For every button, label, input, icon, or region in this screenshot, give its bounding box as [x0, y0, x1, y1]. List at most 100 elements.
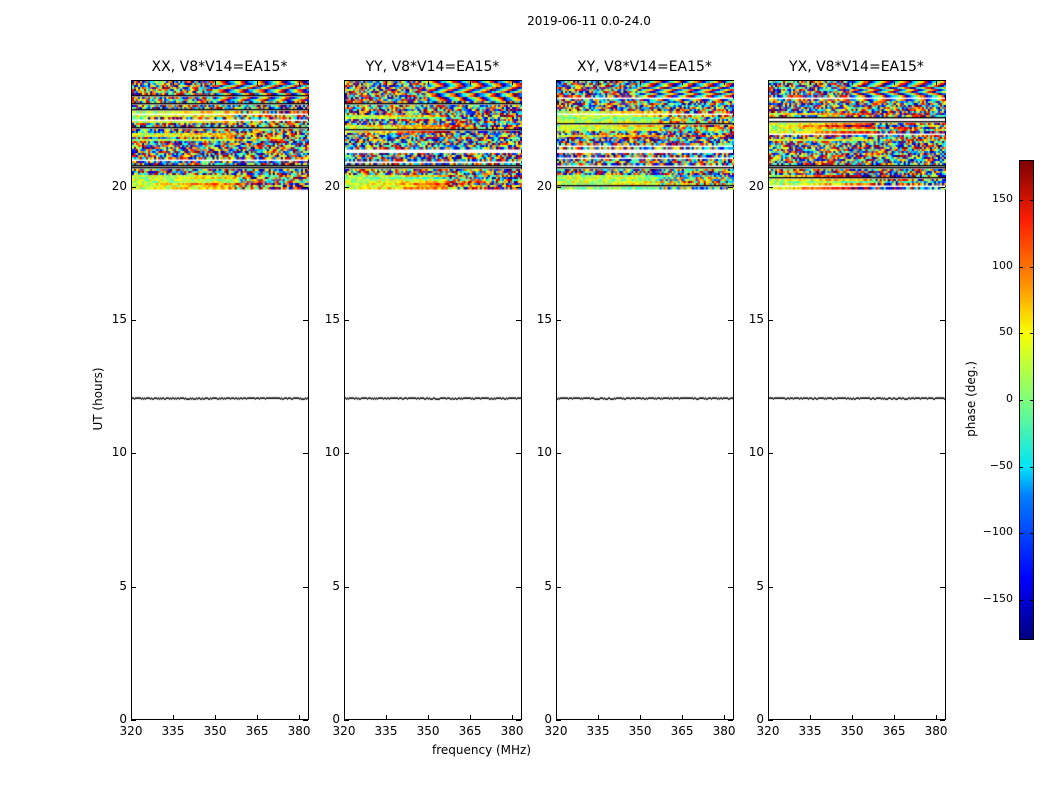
y-tick-right: [516, 453, 521, 455]
x-tick-label: 365: [670, 724, 694, 738]
colorbar-tick-label: 0: [1006, 392, 1013, 405]
colorbar-tick: [1019, 466, 1023, 468]
y-tick-label: 5: [332, 578, 340, 593]
panel-axes: [768, 80, 946, 721]
y-tick: [556, 453, 561, 455]
y-tick: [344, 320, 349, 321]
x-axis-label: frequency (MHz): [432, 743, 532, 757]
x-tick-label: 320: [544, 724, 568, 738]
y-tick-right: [940, 320, 945, 321]
x-tick-label: 365: [245, 724, 269, 738]
phase-heatmap: [557, 81, 734, 721]
y-tick-right: [516, 720, 521, 721]
y-tick-right: [303, 320, 308, 321]
panel-title: YY, V8*V14=EA15*: [365, 59, 500, 75]
y-tick-label: 15: [536, 312, 552, 326]
colorbar-tick: [1030, 600, 1034, 601]
y-tick-label: 20: [536, 178, 552, 193]
x-tick-top: [724, 80, 726, 85]
x-tick: [640, 715, 642, 720]
y-tick: [344, 453, 349, 455]
x-tick-top: [215, 80, 217, 85]
x-tick: [257, 715, 259, 720]
y-tick: [768, 586, 773, 588]
y-tick-label: 10: [748, 445, 764, 460]
y-tick-label: 0: [544, 712, 552, 726]
x-tick: [215, 715, 217, 720]
panel-axes: [556, 80, 734, 721]
x-tick: [598, 715, 599, 720]
x-tick-top: [470, 80, 472, 85]
y-tick: [344, 586, 349, 588]
x-tick-label: 365: [458, 724, 482, 738]
x-tick-top: [257, 80, 259, 85]
y-tick-right: [940, 586, 945, 588]
y-tick-label: 15: [748, 312, 764, 326]
x-tick: [386, 715, 387, 720]
y-tick: [556, 586, 561, 588]
x-tick-top: [556, 80, 557, 85]
x-tick: [344, 715, 345, 720]
figure-title: 2019-06-11 0.0-24.0: [527, 14, 651, 28]
colorbar-tick-label: −100: [982, 525, 1013, 539]
colorbar-tick-label: −50: [989, 458, 1013, 472]
y-tick-label: 5: [119, 578, 127, 593]
y-tick: [768, 453, 773, 455]
x-tick-top: [428, 80, 430, 85]
y-tick-right: [303, 186, 308, 188]
x-tick-top: [768, 80, 769, 85]
y-tick-label: 15: [111, 312, 127, 326]
y-tick-right: [728, 586, 733, 588]
y-tick-right: [516, 586, 521, 588]
x-tick-label: 350: [203, 724, 227, 738]
colorbar-tick: [1030, 266, 1034, 268]
y-tick: [768, 320, 773, 321]
x-tick: [936, 715, 938, 720]
colorbar-tick: [1030, 333, 1034, 335]
y-tick: [131, 586, 136, 588]
y-tick-right: [940, 453, 945, 455]
phase-heatmap: [345, 81, 522, 721]
x-tick-top: [598, 80, 599, 85]
x-tick-label: 350: [416, 724, 440, 738]
x-tick-top: [299, 80, 301, 85]
x-tick-top: [386, 80, 387, 85]
x-tick: [299, 715, 301, 720]
x-tick-label: 350: [628, 724, 652, 738]
x-tick-top: [810, 80, 811, 85]
y-tick-right: [516, 186, 521, 188]
x-tick: [173, 715, 174, 720]
x-tick-label: 335: [374, 724, 398, 738]
x-tick-label: 320: [332, 724, 356, 738]
y-tick-right: [303, 720, 308, 721]
y-tick: [556, 320, 561, 321]
y-tick-label: 10: [111, 445, 127, 460]
x-tick: [768, 715, 769, 720]
x-tick-label: 335: [586, 724, 610, 738]
y-tick-right: [940, 186, 945, 188]
panel-axes: [344, 80, 522, 721]
y-tick-label: 20: [748, 178, 764, 193]
colorbar-tick: [1019, 333, 1023, 335]
colorbar-tick: [1030, 533, 1034, 535]
y-tick-right: [728, 186, 733, 188]
colorbar-tick: [1030, 200, 1034, 201]
x-tick: [810, 715, 811, 720]
x-tick: [894, 715, 896, 720]
y-tick: [344, 720, 349, 721]
x-tick-label: 350: [840, 724, 864, 738]
colorbar-tick-label: 100: [992, 258, 1013, 272]
phase-heatmap: [132, 81, 309, 721]
x-tick-top: [640, 80, 642, 85]
y-tick: [131, 720, 136, 721]
y-tick-label: 0: [756, 712, 764, 726]
y-tick-right: [303, 586, 308, 588]
y-tick: [556, 186, 561, 188]
x-tick: [428, 715, 430, 720]
x-tick: [512, 715, 514, 720]
x-tick-top: [131, 80, 132, 85]
y-tick-label: 10: [536, 445, 552, 460]
y-tick-right: [728, 320, 733, 321]
y-tick-label: 10: [324, 445, 340, 460]
